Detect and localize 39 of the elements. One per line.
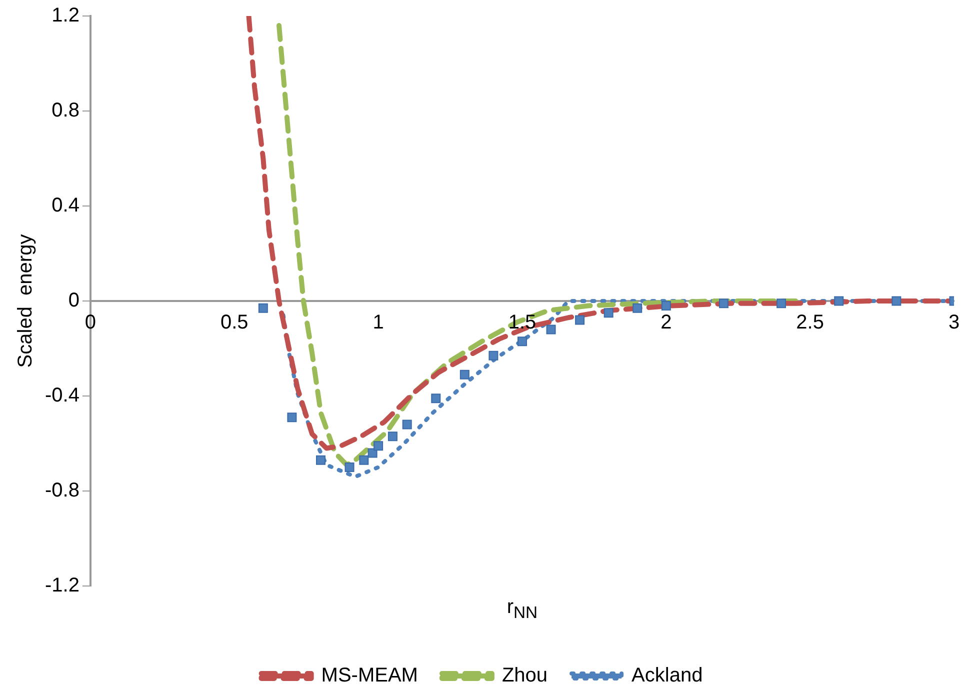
point: [359, 455, 369, 465]
point: [575, 315, 585, 325]
y-tick-label: 0.8: [52, 100, 80, 122]
x-tick-label: 1: [372, 312, 384, 334]
y-tick-label: 1.2: [52, 4, 80, 27]
point: [460, 370, 470, 380]
point: [344, 462, 354, 472]
x-axis-title: r$_{NN}$: [506, 596, 538, 623]
point: [316, 455, 326, 465]
point: [388, 432, 398, 442]
legend-label: Zhou: [502, 664, 548, 687]
y-tick-label: 0: [68, 290, 80, 312]
y-axis-title: Scaled energy: [14, 234, 37, 368]
point: [258, 303, 268, 313]
y-tick-label: -0.4: [44, 384, 80, 407]
point: [834, 296, 844, 306]
point: [488, 350, 498, 360]
x-tick-label: 2: [660, 312, 672, 334]
point: [402, 420, 412, 430]
y-tick-label: 0.4: [52, 194, 80, 217]
legend-label: MS-MEAM: [321, 664, 418, 687]
y-tick-label: -1.2: [44, 574, 80, 597]
point: [431, 394, 441, 404]
point: [517, 336, 527, 346]
x-tick-label: 2.5: [796, 312, 824, 334]
point: [892, 296, 902, 306]
x-tick-label: 0.5: [220, 312, 248, 334]
y-tick-label: -0.8: [44, 480, 80, 502]
point: [374, 441, 384, 451]
x-tick-label: 3: [948, 312, 960, 334]
point: [776, 298, 786, 308]
point: [632, 303, 642, 313]
point: [604, 308, 614, 318]
point: [287, 412, 297, 422]
point: [546, 324, 556, 334]
point: [718, 298, 728, 308]
x-tick-label: 0: [84, 312, 96, 334]
legend-label: Ackland: [632, 664, 703, 687]
point: [661, 301, 671, 310]
